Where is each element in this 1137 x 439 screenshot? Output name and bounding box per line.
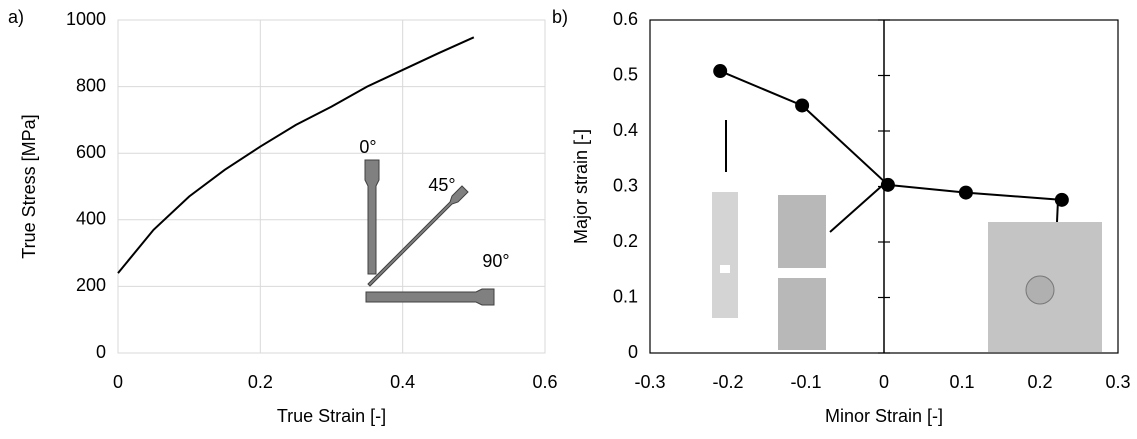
y-axis-title: Major strain [-] <box>571 129 591 244</box>
x-tick-label: 0.2 <box>248 372 273 392</box>
y-tick-label: 1000 <box>66 9 106 29</box>
y-tick-label: 600 <box>76 142 106 162</box>
x-tick-label: 0.2 <box>1027 372 1052 392</box>
data-line <box>117 36 475 274</box>
y-tick-label: 0.2 <box>613 231 638 251</box>
x-tick-label: 0 <box>113 372 123 392</box>
y-tick-label: 0.4 <box>613 120 638 140</box>
specimen-0 <box>364 159 380 275</box>
y-tick-label: 0.3 <box>613 175 638 195</box>
x-axis-title: True Strain [-] <box>277 406 386 426</box>
x-tick-label: -0.2 <box>712 372 743 392</box>
y-axis-title: True Stress [MPa] <box>19 114 39 258</box>
x-tick-label: -0.3 <box>634 372 665 392</box>
y-tick-label: 0.6 <box>613 9 638 29</box>
specimen-45 <box>367 185 469 287</box>
photo-dome <box>1025 275 1055 305</box>
annotation: 0° <box>359 137 376 157</box>
photo-fracture <box>778 268 826 278</box>
x-tick-label: 0.1 <box>949 372 974 392</box>
specimen-90 <box>365 288 495 306</box>
panel <box>117 19 546 354</box>
y-tick-label: 400 <box>76 209 106 229</box>
y-tick-label: 0 <box>96 342 106 362</box>
x-tick-label: -0.1 <box>790 372 821 392</box>
x-tick-label: 0 <box>879 372 889 392</box>
annotation: 45° <box>428 175 455 195</box>
data-point <box>958 185 973 200</box>
x-tick-label: 0.6 <box>532 372 557 392</box>
data-point <box>880 177 895 192</box>
x-tick-label: 0.4 <box>390 372 415 392</box>
y-tick-label: 200 <box>76 275 106 295</box>
y-tick-label: 800 <box>76 75 106 95</box>
data-point <box>795 98 810 113</box>
y-tick-label: 0.5 <box>613 64 638 84</box>
y-tick-label: 0.1 <box>613 286 638 306</box>
specimen-photos <box>712 120 1102 352</box>
leader-line <box>829 183 885 233</box>
annotation: 90° <box>482 251 509 271</box>
photo-uniaxial <box>712 192 738 318</box>
y-tick-label: 0 <box>628 342 638 362</box>
panel-label: a) <box>8 7 24 27</box>
x-axis-title: Minor Strain [-] <box>825 406 943 426</box>
specimen-illustration <box>364 159 495 306</box>
panel-label: b) <box>552 7 568 27</box>
plot-frame <box>117 19 546 354</box>
data-point <box>713 64 728 79</box>
photo-fracture <box>720 265 730 273</box>
data-point <box>1054 192 1069 207</box>
x-tick-label: 0.3 <box>1105 372 1130 392</box>
